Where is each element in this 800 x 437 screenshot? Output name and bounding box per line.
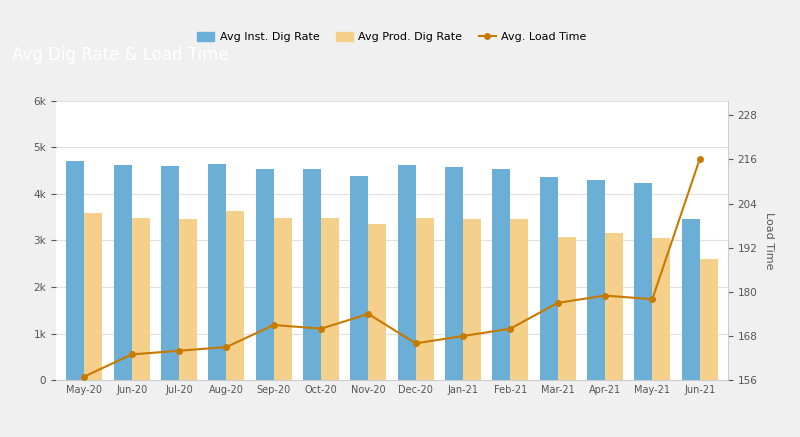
Bar xyxy=(368,224,386,380)
Bar xyxy=(350,176,368,380)
Bar xyxy=(605,233,623,380)
Bar xyxy=(114,165,132,380)
Bar xyxy=(682,219,700,380)
Bar xyxy=(274,218,292,380)
Bar xyxy=(398,165,416,380)
Text: Avg Dig Rate & Load Time: Avg Dig Rate & Load Time xyxy=(12,46,229,64)
Bar xyxy=(445,166,463,380)
Bar xyxy=(321,218,339,380)
Bar xyxy=(634,184,652,380)
Bar xyxy=(208,164,226,380)
Bar xyxy=(510,219,528,380)
Bar xyxy=(226,212,244,380)
Bar xyxy=(587,180,605,380)
Bar xyxy=(416,218,434,380)
Bar xyxy=(66,161,84,380)
Bar xyxy=(492,169,510,380)
Bar xyxy=(303,169,321,380)
Y-axis label: Load Time: Load Time xyxy=(764,212,774,269)
Bar xyxy=(652,238,670,380)
Bar xyxy=(84,213,102,380)
Bar xyxy=(132,218,150,380)
Bar xyxy=(161,166,179,380)
Bar xyxy=(463,219,481,380)
Bar xyxy=(179,219,197,380)
Bar xyxy=(256,170,274,380)
Bar xyxy=(700,259,718,380)
Bar xyxy=(558,236,576,380)
Bar xyxy=(540,177,558,380)
Legend: Avg Inst. Dig Rate, Avg Prod. Dig Rate, Avg. Load Time: Avg Inst. Dig Rate, Avg Prod. Dig Rate, … xyxy=(193,28,591,47)
